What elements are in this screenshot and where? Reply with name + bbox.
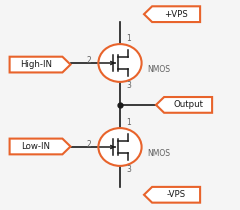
Text: 1: 1 xyxy=(126,118,131,127)
Circle shape xyxy=(98,128,142,166)
Circle shape xyxy=(98,44,142,82)
Text: 3: 3 xyxy=(126,81,131,90)
Text: +VPS: +VPS xyxy=(164,10,188,19)
Polygon shape xyxy=(144,187,200,203)
Polygon shape xyxy=(156,97,212,113)
Text: 3: 3 xyxy=(126,165,131,174)
Polygon shape xyxy=(144,6,200,22)
Text: 2: 2 xyxy=(87,140,92,149)
Text: Output: Output xyxy=(173,100,203,109)
Text: -VPS: -VPS xyxy=(167,190,186,199)
Polygon shape xyxy=(10,139,71,154)
Text: 2: 2 xyxy=(87,56,92,65)
Text: Low-IN: Low-IN xyxy=(22,142,50,151)
Text: NMOS: NMOS xyxy=(148,65,171,74)
Text: 1: 1 xyxy=(126,34,131,43)
Polygon shape xyxy=(10,57,71,72)
Text: High-IN: High-IN xyxy=(20,60,52,69)
Text: NMOS: NMOS xyxy=(148,149,171,158)
